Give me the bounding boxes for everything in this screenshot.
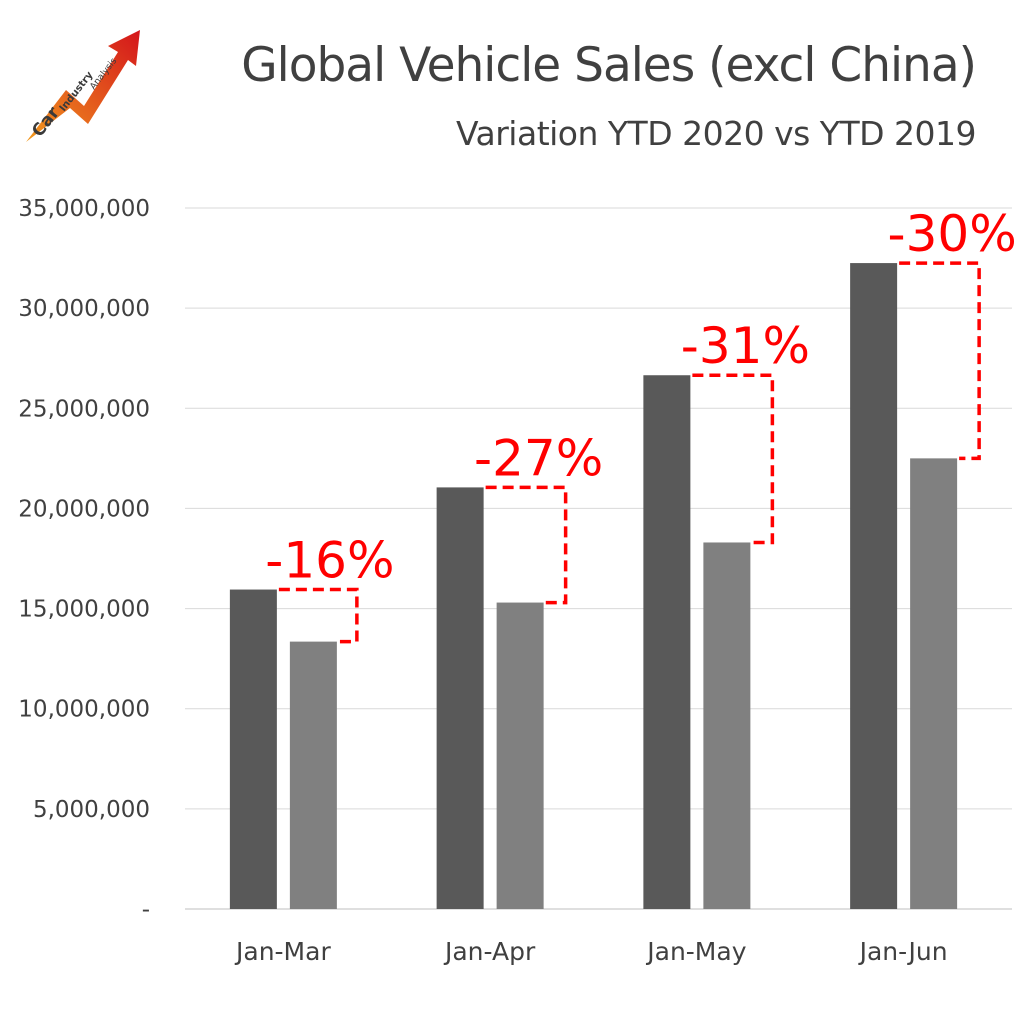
y-tick-label: 15,000,000	[18, 597, 150, 623]
y-tick-label: 35,000,000	[18, 196, 150, 222]
chart-subtitle: Variation YTD 2020 vs YTD 2019	[456, 114, 977, 153]
y-tick-label: -	[142, 897, 150, 923]
y-tick-label: 30,000,000	[18, 296, 150, 322]
y-tick-label: 20,000,000	[18, 496, 150, 522]
bar-series-1	[229, 589, 277, 909]
bar-series-1	[643, 375, 691, 909]
bar-series-2	[496, 602, 544, 909]
variation-label: -27%	[474, 429, 603, 487]
y-tick-label: 25,000,000	[18, 396, 150, 422]
bar-series-2	[910, 458, 958, 909]
variation-bracket	[278, 587, 359, 644]
variation-label: -30%	[888, 205, 1017, 263]
x-tick-label: Jan-Mar	[234, 937, 331, 966]
variation-bracket	[485, 485, 568, 605]
bar-series-1	[436, 487, 484, 909]
rising-arrow-icon	[26, 30, 140, 142]
variation-label: -16%	[265, 532, 394, 590]
y-tick-label: 5,000,000	[33, 797, 150, 823]
x-tick-label: Jan-May	[645, 937, 746, 966]
x-tick-label: Jan-Jun	[858, 937, 948, 966]
bar-series-2	[289, 641, 337, 909]
bar-series-1	[850, 263, 898, 909]
y-tick-label: 10,000,000	[18, 697, 150, 723]
variation-bracket	[899, 261, 981, 461]
chart-title: Global Vehicle Sales (excl China)	[241, 38, 977, 93]
variation-label: -31%	[681, 317, 810, 375]
bar-series-2	[703, 542, 751, 909]
x-tick-label: Jan-Apr	[443, 937, 536, 966]
variation-bracket	[692, 373, 775, 545]
car-industry-analysis-logo: Car Industry Analysis	[26, 30, 140, 142]
